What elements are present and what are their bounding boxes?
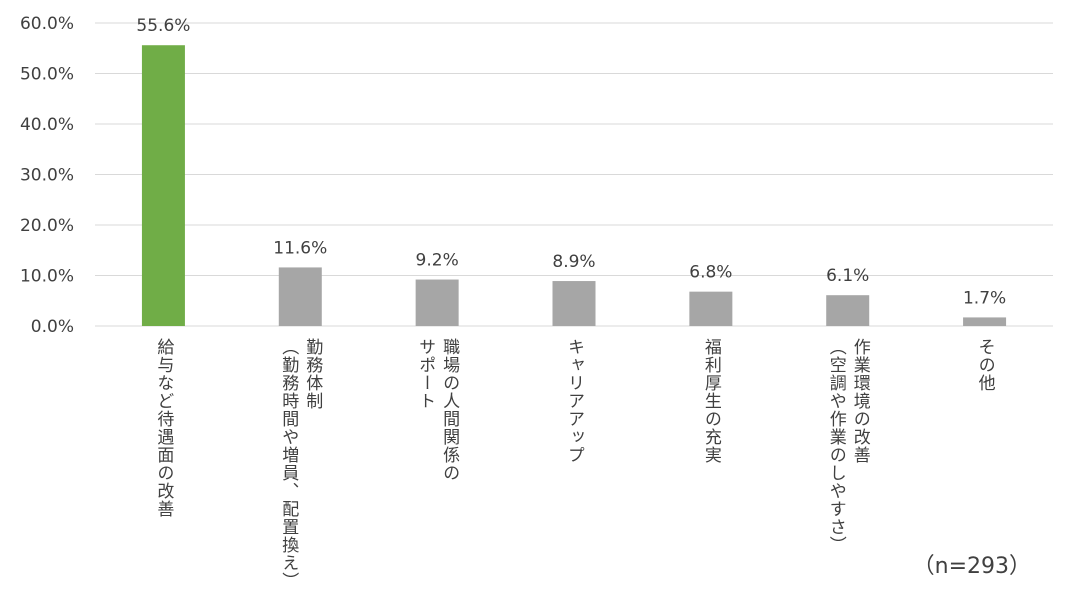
bar — [141, 45, 185, 326]
y-tick-label: 60.0% — [20, 14, 74, 34]
y-tick-label: 20.0% — [20, 216, 74, 236]
bar — [963, 317, 1007, 326]
category-label: 勤務体制 （勤務時間や増員、配置換え） — [278, 338, 323, 590]
data-label: 9.2% — [416, 251, 459, 271]
data-label: 6.8% — [689, 263, 732, 283]
bar — [552, 281, 596, 326]
sample-size-note: （n=293） — [912, 554, 1031, 579]
data-labels: 55.6% 11.6% 9.2% 8.9% 6.8% 6.1% 1.7% — [136, 16, 1006, 308]
bars — [141, 45, 1007, 326]
y-tick-label: 50.0% — [20, 65, 74, 85]
bar — [278, 267, 322, 326]
bar — [415, 279, 459, 326]
y-tick-label: 30.0% — [20, 166, 74, 186]
bar — [826, 295, 870, 326]
bar — [689, 291, 733, 326]
y-tick-label: 0.0% — [31, 317, 74, 337]
data-label: 11.6% — [273, 238, 327, 258]
category-label: 福利厚生の充実 — [700, 338, 721, 464]
category-label: 職場の人間関係の サポート — [415, 338, 460, 482]
data-label: 6.1% — [826, 266, 869, 286]
data-label: 55.6% — [136, 16, 190, 36]
data-label: 1.7% — [963, 288, 1006, 308]
y-tick-label: 40.0% — [20, 115, 74, 135]
data-label: 8.9% — [552, 252, 595, 272]
category-label: キャリアアップ — [564, 338, 584, 464]
category-label: 作業環境の改善 （空調や作業のしやすさ） — [825, 338, 870, 554]
category-label: その他 — [974, 338, 995, 392]
y-tick-label: 10.0% — [20, 267, 74, 287]
gridlines — [95, 22, 1053, 327]
y-axis-tick-labels: 0.0% 10.0% 20.0% 30.0% 40.0% 50.0% 60.0% — [20, 14, 74, 337]
category-label: 給与など待遇面の改善 — [153, 338, 174, 518]
